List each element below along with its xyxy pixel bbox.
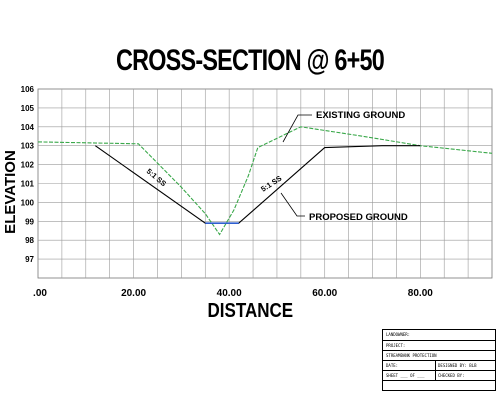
title-block: LANDOWNER: PROJECT: STREAMBANK PROTECTIO…	[382, 329, 496, 391]
series-line-proposed-ground	[94, 145, 421, 224]
title-block-row: LANDOWNER:	[383, 330, 495, 340]
leader-line	[280, 192, 305, 217]
y-tick-labels: 97 98 99 100 101 102 103 104 105 106	[21, 85, 35, 264]
x-tick-label: 20.00	[121, 288, 146, 299]
cell-divider	[435, 361, 436, 371]
y-tick-label: 103	[21, 142, 35, 151]
y-tick-label: 106	[21, 85, 35, 94]
annotation-slope-left: 5:1 SS	[145, 167, 168, 189]
y-tick-label: 100	[21, 198, 35, 207]
sheet-field: SHEET ___ OF ___	[386, 373, 425, 378]
page-title: CROSS-SECTION @ 6+50	[116, 44, 385, 77]
chart-grid	[37, 88, 493, 279]
designed-by-field: DESIGNED BY: BLB	[438, 363, 477, 368]
chart-lines	[37, 126, 493, 236]
title-block-row	[383, 380, 495, 391]
y-tick-label: 105	[21, 104, 35, 113]
y-tick-label: 102	[21, 161, 35, 170]
x-tick-labels: .00 20.00 40.00 60.00 80.00	[33, 288, 433, 299]
title-block-row: STREAMBANK PROTECTION	[383, 350, 495, 361]
x-tick-label: 60.00	[312, 288, 337, 299]
date-field: DATE:	[386, 363, 399, 368]
cell-divider	[435, 371, 436, 381]
landowner-field: LANDOWNER:	[386, 332, 411, 337]
y-tick-label: 104	[21, 123, 35, 132]
y-tick-label: 99	[25, 217, 34, 226]
y-tick-label: 98	[25, 236, 34, 245]
y-tick-label: 101	[21, 180, 35, 189]
y-axis-label: ELEVATION	[2, 150, 19, 234]
x-tick-label: .00	[33, 288, 47, 299]
series-line-existing-ground	[37, 126, 493, 236]
x-axis-label: DISTANCE	[207, 300, 294, 322]
project-field: PROJECT:	[386, 343, 406, 348]
annotation-proposed-ground: PROPOSED GROUND	[309, 212, 408, 223]
leader-line	[282, 114, 312, 143]
y-tick-label: 97	[25, 255, 34, 264]
title-block-row: DATE: DESIGNED BY: BLB	[383, 360, 495, 371]
x-tick-label: 80.00	[408, 288, 433, 299]
title-block-row: SHEET ___ OF ___ CHECKED BY:	[383, 370, 495, 381]
checked-by-field: CHECKED BY:	[438, 373, 465, 378]
x-tick-label: 40.00	[217, 288, 242, 299]
project-name: STREAMBANK PROTECTION	[386, 353, 437, 358]
annotation-existing-ground: EXISTING GROUND	[316, 110, 405, 121]
title-block-row: PROJECT:	[383, 340, 495, 351]
